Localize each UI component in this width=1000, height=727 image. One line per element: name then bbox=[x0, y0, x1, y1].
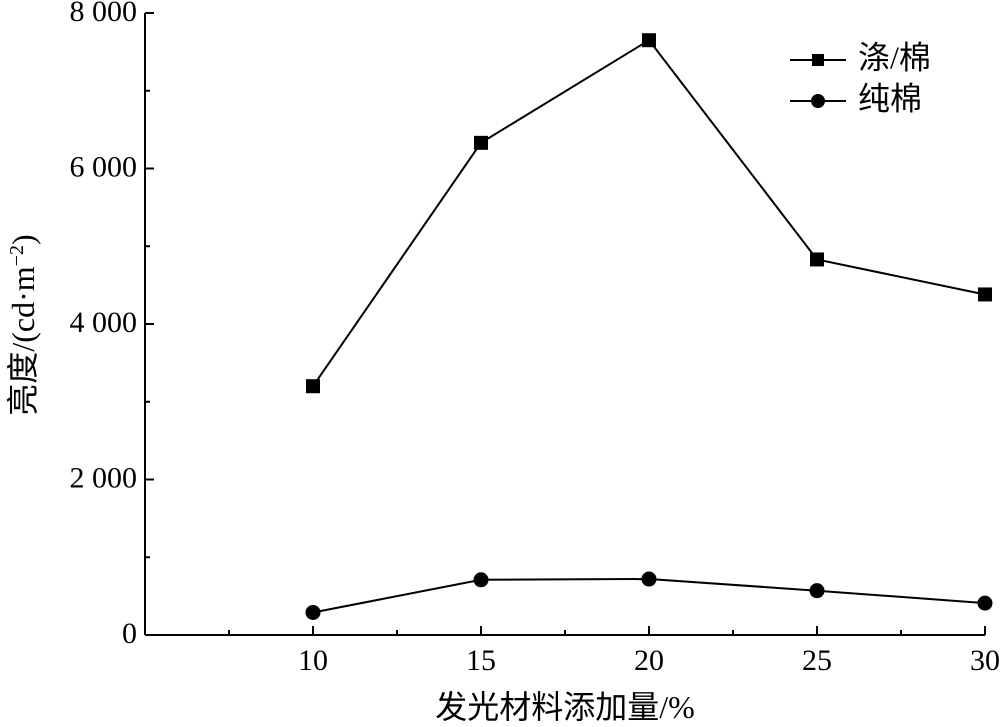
legend-marker-series-2 bbox=[811, 94, 825, 108]
series-2-point-0 bbox=[305, 604, 321, 620]
series-2-point-4 bbox=[977, 595, 993, 611]
series-2-point-1 bbox=[473, 572, 489, 588]
series-2-point-2 bbox=[641, 571, 657, 587]
y-tick-label-3: 6 000 bbox=[70, 150, 138, 183]
series-1-point-0 bbox=[306, 379, 320, 394]
x-tick-label-2: 20 bbox=[634, 644, 664, 677]
y-tick-label-1: 2 000 bbox=[70, 461, 138, 494]
y-tick-label-0: 0 bbox=[122, 617, 137, 650]
x-axis-title: 发光材料添加量/% bbox=[435, 689, 695, 725]
x-axis-ticks: 10 15 20 25 30 bbox=[228, 626, 1000, 677]
series-group bbox=[305, 33, 993, 620]
legend-label-series-1: 涤/棉 bbox=[858, 39, 931, 75]
legend: 涤/棉 纯棉 bbox=[790, 39, 931, 116]
x-tick-label-1: 15 bbox=[466, 644, 496, 677]
legend-marker-series-1 bbox=[812, 54, 824, 66]
series-1-point-4 bbox=[978, 287, 992, 302]
y-axis-title: 亮度/(cd·m−2) bbox=[5, 234, 41, 415]
y-tick-label-4: 8 000 bbox=[70, 0, 138, 28]
legend-label-series-2: 纯棉 bbox=[858, 80, 922, 116]
x-tick-label-0: 10 bbox=[298, 644, 328, 677]
x-tick-label-3: 25 bbox=[802, 644, 832, 677]
series-1-point-3 bbox=[810, 252, 824, 267]
series-1-point-1 bbox=[474, 135, 488, 150]
series-1-point-2 bbox=[642, 33, 656, 48]
x-tick-label-4: 30 bbox=[970, 644, 1000, 677]
y-tick-label-2: 4 000 bbox=[70, 306, 138, 339]
y-axis-title-superscript: −2 bbox=[6, 245, 28, 266]
y-axis-title-main: 亮度/(cd·m bbox=[5, 266, 41, 415]
y-axis-title-close: ) bbox=[5, 234, 41, 245]
y-axis-ticks: 0 2 000 4 000 6 000 8 000 bbox=[70, 0, 154, 650]
series-2-point-3 bbox=[809, 583, 825, 599]
